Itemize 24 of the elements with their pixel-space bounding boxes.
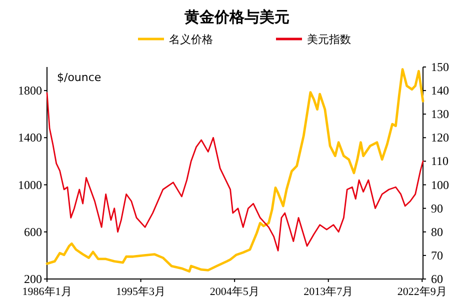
ytick: 1400 <box>18 130 42 145</box>
y2tick: 90 <box>431 201 443 216</box>
legend-label: 美元指数 <box>307 33 351 46</box>
y2tick: 70 <box>431 248 443 262</box>
xtick: 2022年9月 <box>397 286 447 298</box>
ytick: 1800 <box>18 84 42 98</box>
legend-label: 名义价格 <box>169 33 213 46</box>
y2tick: 150 <box>431 60 449 74</box>
y2tick: 120 <box>431 130 449 145</box>
y2tick: 60 <box>431 272 443 286</box>
ylabel: $/ounce <box>57 71 102 84</box>
ytick: 600 <box>24 224 42 239</box>
xtick: 1986年1月 <box>22 286 72 298</box>
y2tick: 110 <box>431 154 449 168</box>
y2tick: 80 <box>431 224 443 239</box>
ytick: 200 <box>24 272 42 286</box>
xtick: 1995年3月 <box>116 286 166 298</box>
y2tick: 130 <box>431 107 449 122</box>
xtick: 2004年5月 <box>210 286 260 298</box>
xtick: 2013年7月 <box>304 286 354 298</box>
ytick: 1000 <box>18 178 42 192</box>
y2tick: 140 <box>431 84 449 98</box>
y2tick: 100 <box>431 178 449 192</box>
title: 黄金价格与美元 <box>184 8 290 26</box>
